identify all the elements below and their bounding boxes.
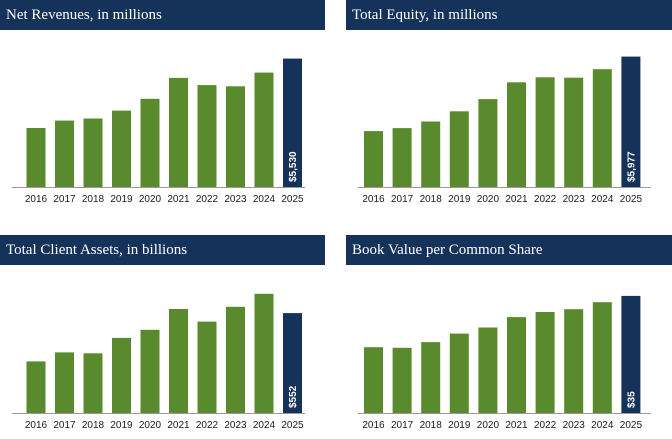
bar xyxy=(55,120,74,187)
x-tick-label: 2025 xyxy=(620,194,643,205)
bar xyxy=(55,352,74,413)
x-tick-label: 2020 xyxy=(139,420,162,431)
total-equity-chart: 2016 2017 2018 2019 2020 2021 2022 2023 2024 2025… xyxy=(358,56,651,205)
bar xyxy=(26,128,46,187)
net-revenues-chart: 2016 2017 2018 2019 2020 2021 2022 2023 2024 2025… xyxy=(12,58,305,205)
x-tick-label: 2022 xyxy=(196,420,219,431)
bar xyxy=(169,309,188,413)
x-tick-label: 2020 xyxy=(477,420,500,431)
x-tick-label: 2019 xyxy=(448,420,471,431)
x-tick-label: 2021 xyxy=(505,194,528,205)
x-tick-label: 2021 xyxy=(167,194,190,205)
bar xyxy=(83,118,103,187)
value-label: $35 xyxy=(626,391,637,408)
bar xyxy=(449,333,469,413)
bar-highlight xyxy=(621,295,641,413)
x-tick-label: 2016 xyxy=(362,420,385,431)
total-client-assets-chart: 2016 2017 2018 2019 2020 2021 2022 2023 2024 2025… xyxy=(12,293,305,431)
book-value-chart: 2016 2017 2018 2019 2020 2021 2022 2023 2024 2025… xyxy=(358,295,651,431)
chart-title: Net Revenues, in millions xyxy=(0,0,325,30)
x-tick-label: 2023 xyxy=(563,194,586,205)
x-tick-label: 2025 xyxy=(620,420,643,431)
x-tick-label: 2018 xyxy=(420,194,443,205)
x-tick-label: 2017 xyxy=(53,420,76,431)
x-tick-label: 2020 xyxy=(477,194,500,205)
bar xyxy=(421,121,441,187)
x-tick-label: 2024 xyxy=(591,194,614,205)
x-tick-label: 2024 xyxy=(253,420,276,431)
x-tick-label: 2024 xyxy=(253,194,276,205)
x-tick-label: 2018 xyxy=(420,420,443,431)
value-label: $5,530 xyxy=(288,151,299,182)
bar xyxy=(421,342,441,413)
x-tick-label: 2019 xyxy=(110,420,133,431)
bar xyxy=(535,77,555,187)
bar xyxy=(507,82,526,187)
bar-highlight xyxy=(283,58,302,187)
bar xyxy=(535,312,555,413)
x-tick-label: 2020 xyxy=(139,194,162,205)
bar-highlight xyxy=(621,56,641,187)
x-tick-label: 2022 xyxy=(534,194,557,205)
panel-book-value: Book Value per Common Share 2016 2017 2018… xyxy=(346,235,672,439)
bar xyxy=(140,98,160,187)
panel-total-equity: Total Equity, in millions 2016 2017 2018 20… xyxy=(346,0,672,215)
chart-title: Total Client Assets, in billions xyxy=(0,235,325,265)
bar xyxy=(226,306,245,413)
bar xyxy=(197,85,217,187)
bar xyxy=(26,361,46,413)
bar xyxy=(392,128,412,187)
x-tick-label: 2024 xyxy=(591,420,614,431)
x-tick-label: 2017 xyxy=(391,420,414,431)
bar xyxy=(112,110,131,187)
bar xyxy=(564,77,584,187)
x-tick-label: 2023 xyxy=(224,420,247,431)
value-label: $552 xyxy=(288,385,299,408)
bar xyxy=(478,327,498,413)
bar xyxy=(83,353,103,413)
bar xyxy=(392,347,412,413)
bar xyxy=(592,302,612,413)
bar xyxy=(364,131,383,187)
panel-total-client-assets: Total Client Assets, in billions 2016 201… xyxy=(0,235,325,439)
bar xyxy=(140,329,160,413)
x-tick-label: 2025 xyxy=(281,194,304,205)
x-tick-label: 2022 xyxy=(196,194,219,205)
x-tick-label: 2016 xyxy=(25,420,48,431)
bar xyxy=(197,321,217,413)
bar xyxy=(226,86,245,188)
bar xyxy=(112,337,131,413)
x-tick-label: 2017 xyxy=(391,194,414,205)
bar xyxy=(254,72,274,187)
bar xyxy=(507,317,526,413)
x-tick-label: 2016 xyxy=(25,194,48,205)
bar xyxy=(254,293,274,413)
x-tick-label: 2025 xyxy=(281,420,304,431)
x-tick-label: 2023 xyxy=(224,194,247,205)
bar xyxy=(592,69,612,187)
x-tick-label: 2018 xyxy=(82,420,105,431)
chart-title: Book Value per Common Share xyxy=(346,235,672,265)
x-tick-label: 2019 xyxy=(110,194,133,205)
x-tick-label: 2017 xyxy=(53,194,76,205)
x-tick-label: 2021 xyxy=(167,420,190,431)
x-tick-label: 2018 xyxy=(82,194,105,205)
bar-highlight xyxy=(283,313,302,413)
x-tick-label: 2022 xyxy=(534,420,557,431)
panel-net-revenues: Net Revenues, in millions 2016 2017 2018 20… xyxy=(0,0,325,215)
bar xyxy=(449,111,469,187)
bar xyxy=(564,309,584,413)
bar xyxy=(478,99,498,187)
chart-title: Total Equity, in millions xyxy=(346,0,672,30)
bar xyxy=(169,77,188,187)
bar xyxy=(364,347,383,413)
value-label: $5,977 xyxy=(626,151,637,182)
x-tick-label: 2021 xyxy=(505,420,528,431)
x-tick-label: 2019 xyxy=(448,194,471,205)
x-tick-label: 2016 xyxy=(362,194,385,205)
x-tick-label: 2023 xyxy=(563,420,586,431)
